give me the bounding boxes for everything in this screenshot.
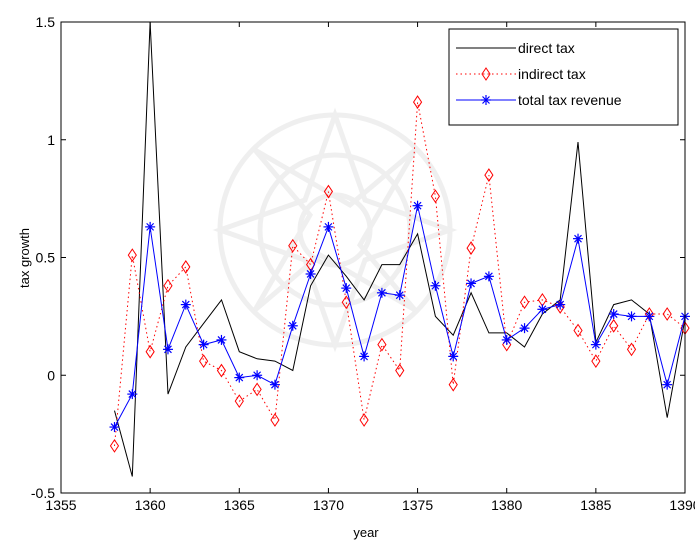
legend-item-indirect-tax: indirect tax: [456, 66, 586, 82]
total-tax-revenue-point: [359, 351, 370, 362]
indirect-tax-point: [430, 189, 441, 204]
x-tick-label: 1390: [669, 497, 695, 513]
total-tax-revenue-point: [180, 299, 191, 310]
indirect-tax-point: [252, 382, 262, 397]
total-tax-revenue-point: [127, 389, 138, 400]
legend-label: direct tax: [518, 40, 575, 56]
x-tick-label: 1375: [402, 497, 433, 513]
indirect-tax-point: [573, 323, 583, 338]
x-tick-label: 1360: [135, 497, 166, 513]
x-axis-label: year: [353, 525, 379, 540]
legend-indirect-tax-point: [481, 67, 491, 81]
total-tax-revenue-point: [430, 280, 441, 291]
total-tax-revenue-point: [483, 271, 494, 282]
indirect-tax-point: [234, 394, 244, 409]
total-tax-revenue-point: [448, 351, 459, 362]
total-tax-revenue-point: [216, 334, 227, 345]
total-tax-revenue-point: [109, 422, 120, 433]
total-tax-revenue-point: [662, 379, 673, 390]
total-tax-revenue-point: [501, 334, 512, 345]
total-tax-revenue-point: [412, 200, 423, 211]
legend-total-tax-revenue-point: [481, 95, 491, 105]
indirect-tax-point: [199, 354, 209, 369]
total-tax-revenue-point: [145, 221, 156, 232]
x-tick-label: 1385: [580, 497, 611, 513]
x-tick-label: 1380: [491, 497, 522, 513]
indirect-tax-point: [359, 413, 369, 427]
total-tax-revenue-point: [573, 233, 584, 244]
y-tick-label: 0.5: [36, 250, 56, 266]
legend-item-direct-tax: direct tax: [456, 40, 575, 56]
indirect-tax-point: [395, 363, 405, 378]
indirect-tax-point: [662, 307, 672, 321]
legend-item-total-tax-revenue: total tax revenue: [456, 92, 622, 108]
y-tick-label: 1: [47, 132, 55, 148]
x-tick-label: 1365: [224, 497, 255, 513]
axes: 1355 1360 1365 1370 1375 1380 1385 1390 -0.5 0 0.5…: [31, 14, 695, 513]
indirect-tax-point: [412, 95, 423, 109]
legend-label: indirect tax: [518, 66, 586, 82]
indirect-tax-point: [109, 438, 120, 453]
indirect-tax-point: [270, 413, 280, 427]
indirect-tax-point: [127, 248, 137, 263]
series-indirect-tax: [109, 95, 690, 453]
series-layer: [109, 21, 690, 477]
indirect-tax-point: [216, 363, 227, 378]
indirect-tax-point: [609, 318, 619, 333]
total-tax-revenue-point: [162, 344, 173, 355]
indirect-tax-point: [484, 168, 494, 182]
indirect-tax-point: [591, 354, 601, 369]
indirect-tax-point: [519, 295, 530, 310]
indirect-tax-point: [288, 238, 298, 253]
series-total-tax-revenue: [109, 200, 690, 433]
total-tax-revenue-point: [519, 323, 530, 334]
total-tax-revenue-point: [252, 370, 263, 381]
x-tick-label: 1370: [313, 497, 344, 513]
total-tax-revenue-point: [341, 283, 352, 294]
y-tick-label: 1.5: [36, 14, 56, 30]
series-line-direct-tax: [114, 21, 686, 477]
indirect-tax-point: [466, 241, 476, 255]
total-tax-revenue-point: [234, 372, 245, 383]
indirect-tax-point: [341, 295, 351, 310]
total-tax-revenue-point: [537, 304, 548, 315]
total-tax-revenue-point: [466, 278, 477, 289]
indirect-tax-point: [626, 342, 637, 357]
total-tax-revenue-point: [287, 320, 298, 331]
indirect-tax-point: [377, 337, 387, 352]
total-tax-revenue-point: [644, 311, 655, 322]
total-tax-revenue-point: [608, 309, 619, 320]
series-direct-tax: [114, 21, 686, 477]
legend-label: total tax revenue: [518, 92, 622, 108]
indirect-tax-point: [145, 344, 155, 359]
y-tick-label: 0: [47, 367, 55, 383]
total-tax-revenue-point: [198, 339, 209, 350]
y-axis-label: tax growth: [17, 228, 32, 288]
total-tax-revenue-point: [555, 299, 566, 310]
x-tick-label: 1355: [45, 497, 76, 513]
indirect-tax-point: [323, 184, 334, 199]
legend-box: [448, 28, 679, 126]
watermark: [212, 107, 458, 353]
total-tax-revenue-point: [305, 268, 316, 279]
total-tax-revenue-point: [269, 379, 280, 390]
indirect-tax-point: [448, 377, 458, 392]
legend: direct tax indirect tax total tax revenue: [448, 28, 679, 126]
indirect-tax-point: [181, 260, 191, 274]
total-tax-revenue-point: [626, 311, 637, 322]
total-tax-revenue-point: [323, 221, 334, 232]
y-tick-label: -0.5: [31, 485, 55, 501]
indirect-tax-point: [163, 278, 173, 293]
series-line-indirect-tax: [114, 102, 686, 446]
total-tax-revenue-point: [590, 339, 601, 350]
total-tax-revenue-point: [376, 287, 387, 298]
total-tax-revenue-point: [394, 290, 405, 301]
